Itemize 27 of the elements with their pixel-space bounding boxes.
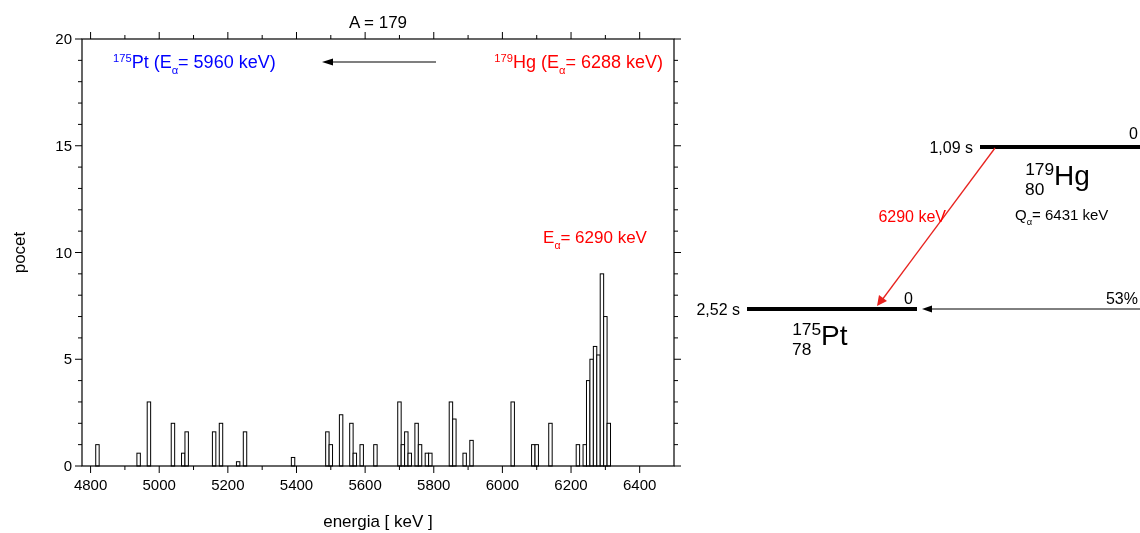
chart-title: A = 179 (348, 13, 408, 32)
text: 0 (1129, 125, 1139, 142)
annotation: E$_{α}$= 6290 keV (543, 228, 648, 251)
x-tick-label: 5400 (279, 476, 314, 493)
y-axis-title: pocet (10, 231, 29, 274)
y-tick-label: 5 (63, 350, 72, 368)
x-tick-label: 6000 (485, 476, 520, 493)
y-tick-label: 0 (63, 457, 72, 474)
x-tick-label: 5600 (348, 476, 382, 493)
x-tick-label: 5000 (142, 476, 176, 493)
y-tick-label: 15 (55, 136, 72, 154)
text: 0 (904, 290, 913, 307)
text: 2,52 s (696, 301, 740, 318)
text: Q$_{α}$= 6431 keV (1015, 206, 1109, 227)
text: 53% (1105, 290, 1138, 307)
x-tick-label: 4800 (73, 476, 108, 493)
x-tick-label: 5200 (211, 476, 245, 493)
text: 6290 keV (878, 208, 947, 225)
x-tick-label: 6400 (622, 476, 657, 493)
y-tick-label: 20 (55, 30, 72, 47)
x-axis-title: energia [ keV ] (323, 512, 433, 531)
annotation: $^{179}$Hg (E$_{α}$= 6288 keV) (494, 52, 663, 76)
text: 1,09 s (929, 139, 973, 156)
x-tick-label: 6200 (554, 476, 588, 493)
x-tick-label: 5800 (417, 476, 451, 493)
annotation: $^{175}$Pt (E$_{α}$= 5960 keV) (113, 52, 276, 76)
y-tick-label: 10 (55, 243, 72, 261)
